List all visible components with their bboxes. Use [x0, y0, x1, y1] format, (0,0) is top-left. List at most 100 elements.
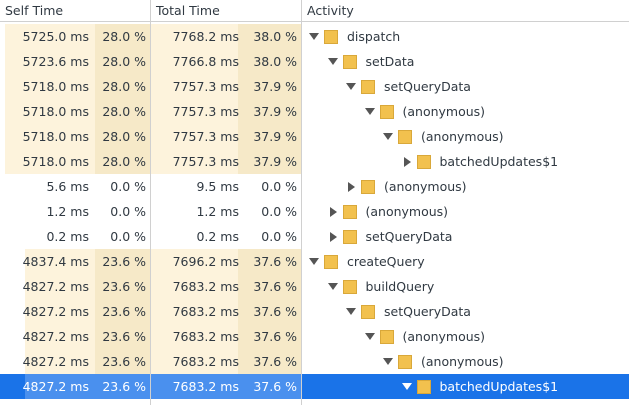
total-time-bar: [151, 99, 238, 124]
tree-row[interactable]: 5718.0 ms 28.0 % 7757.3 ms 37.9 % (anonymous…: [0, 124, 629, 149]
self-percent-bar: [95, 149, 150, 174]
tree-row[interactable]: 4827.2 ms 23.6 % 7683.2 ms 37.6 % setQueryDa…: [0, 299, 629, 324]
self-percent-bar: [95, 349, 150, 374]
total-time-bar: [151, 299, 238, 324]
total-time: 7757.3 ms: [172, 104, 239, 119]
expand-toggle[interactable]: [383, 358, 393, 365]
self-percent: 0.0 %: [110, 179, 146, 194]
self-percent: 23.6 %: [102, 304, 146, 319]
self-percent: 28.0 %: [102, 29, 146, 44]
header-self-time[interactable]: Self Time: [0, 0, 150, 22]
tree-row[interactable]: 4827.2 ms 23.6 % 7683.2 ms 37.6 % (anonymous…: [0, 324, 629, 349]
self-percent: 28.0 %: [102, 129, 146, 144]
tree-row[interactable]: 5725.0 ms 28.0 % 7768.2 ms 38.0 % dispatch: [0, 24, 629, 49]
total-time: 7683.2 ms: [172, 304, 239, 319]
tree-row[interactable]: 5723.6 ms 28.0 % 7766.8 ms 38.0 % setData: [0, 49, 629, 74]
activity-icon: [342, 55, 357, 69]
total-percent-bar: [238, 24, 301, 49]
activity-icon: [342, 280, 357, 294]
total-percent-bar: [238, 374, 301, 399]
tree-row[interactable]: 5718.0 ms 28.0 % 7757.3 ms 37.9 % setQueryDa…: [0, 74, 629, 99]
activity-icon: [416, 155, 431, 169]
self-percent: 28.0 %: [102, 79, 146, 94]
total-time: 7696.2 ms: [172, 254, 239, 269]
expand-toggle[interactable]: [309, 258, 319, 265]
total-time-bar: [151, 349, 238, 374]
self-percent: 0.0 %: [110, 229, 146, 244]
total-percent: 37.6 %: [253, 254, 297, 269]
self-time-bar: [25, 274, 95, 299]
activity-name: (anonymous): [384, 179, 467, 194]
expand-toggle[interactable]: [364, 108, 375, 115]
expand-toggle[interactable]: [346, 308, 356, 315]
expand-toggle[interactable]: [348, 182, 355, 192]
activity-name: setQueryData: [384, 304, 471, 319]
total-time-bar: [151, 24, 238, 49]
total-percent-bar: [238, 149, 301, 174]
total-percent: 38.0 %: [253, 29, 297, 44]
activity-name: (anonymous): [365, 204, 449, 219]
self-percent-bar: [95, 49, 150, 74]
expand-toggle[interactable]: [403, 157, 411, 167]
activity-icon: [324, 255, 338, 269]
self-time-bar: [25, 299, 95, 324]
expand-toggle[interactable]: [327, 283, 338, 290]
total-time: 1.2 ms: [196, 204, 239, 219]
self-percent: 28.0 %: [102, 104, 146, 119]
self-time: 5723.6 ms: [22, 54, 89, 69]
total-time: 7683.2 ms: [172, 354, 239, 369]
self-time: 5718.0 ms: [22, 154, 89, 169]
total-percent-bar: [238, 74, 301, 99]
self-percent-bar: [95, 124, 150, 149]
self-percent: 28.0 %: [102, 54, 146, 69]
expand-toggle[interactable]: [346, 83, 356, 90]
total-time: 0.2 ms: [196, 229, 239, 244]
tree-row[interactable]: 1.2 ms 0.0 % 1.2 ms 0.0 % (anonymous): [0, 199, 629, 224]
self-percent-bar: [95, 299, 150, 324]
expand-toggle[interactable]: [364, 333, 375, 340]
self-time-bar: [5, 74, 95, 99]
self-time: 5718.0 ms: [22, 104, 89, 119]
expand-toggle[interactable]: [329, 232, 337, 242]
tree-row[interactable]: 4837.4 ms 23.6 % 7696.2 ms 37.6 % createQuer…: [0, 249, 629, 274]
tree-row[interactable]: 0.2 ms 0.0 % 0.2 ms 0.0 % setQueryData: [0, 224, 629, 249]
expand-toggle[interactable]: [309, 33, 319, 40]
activity-icon: [342, 205, 357, 219]
activity-icon: [324, 30, 338, 44]
self-time: 5.6 ms: [46, 179, 89, 194]
tree-row[interactable]: 4827.2 ms 23.6 % 7683.2 ms 37.6 % (anonymous…: [0, 349, 629, 374]
tree-row[interactable]: 4827.2 ms 23.6 % 7683.2 ms 37.6 % batchedUpd…: [0, 374, 629, 399]
column-divider: [150, 0, 151, 405]
total-time-bar: [151, 374, 238, 399]
self-percent: 23.6 %: [102, 354, 146, 369]
expand-toggle[interactable]: [401, 383, 412, 390]
activity-name: batchedUpdates$1: [439, 379, 559, 394]
total-percent: 0.0 %: [261, 179, 297, 194]
total-percent-bar: [238, 99, 301, 124]
self-time: 4827.2 ms: [22, 304, 89, 319]
total-percent: 37.6 %: [253, 329, 297, 344]
tree-row[interactable]: 5718.0 ms 28.0 % 7757.3 ms 37.9 % batchedUpd…: [0, 149, 629, 174]
expand-toggle[interactable]: [327, 58, 338, 65]
total-time-bar: [151, 324, 238, 349]
expand-toggle[interactable]: [329, 207, 337, 217]
total-time-bar: [151, 74, 238, 99]
self-time-bar: [25, 249, 95, 274]
activity-icon: [361, 305, 375, 319]
total-time-bar: [151, 274, 238, 299]
total-percent: 37.9 %: [253, 129, 297, 144]
header-total-time[interactable]: Total Time: [151, 0, 301, 22]
activity-name: setData: [365, 54, 415, 69]
total-time: 9.5 ms: [196, 179, 239, 194]
tree-row[interactable]: 5718.0 ms 28.0 % 7757.3 ms 37.9 % (anonymous…: [0, 99, 629, 124]
total-percent-bar: [238, 124, 301, 149]
header-activity[interactable]: Activity: [302, 0, 629, 22]
self-percent-bar: [95, 249, 150, 274]
tree-row[interactable]: 4827.2 ms 23.6 % 7683.2 ms 37.6 % buildQuery: [0, 274, 629, 299]
self-time: 4827.2 ms: [22, 279, 89, 294]
self-percent-bar: [95, 24, 150, 49]
tree-row[interactable]: 5.6 ms 0.0 % 9.5 ms 0.0 % (anonymous): [0, 174, 629, 199]
total-time: 7683.2 ms: [172, 279, 239, 294]
total-percent-bar: [238, 299, 301, 324]
expand-toggle[interactable]: [383, 133, 393, 140]
